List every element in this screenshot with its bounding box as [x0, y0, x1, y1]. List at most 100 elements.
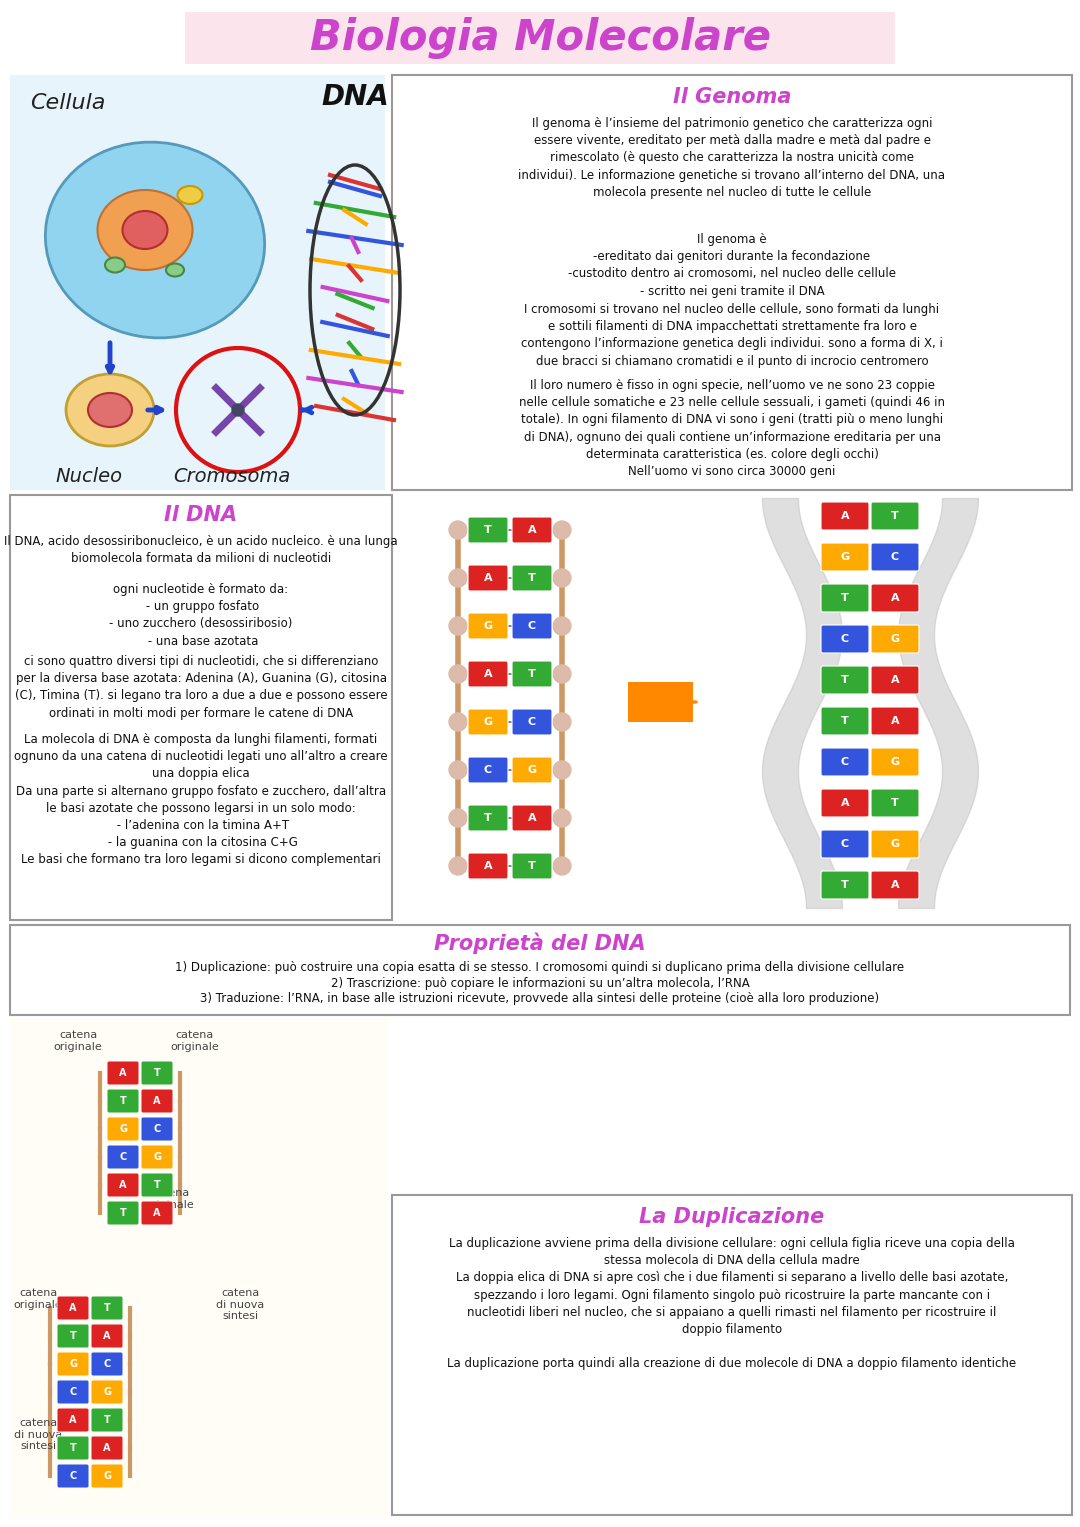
Bar: [10, 925, 1070, 1015]
Text: T: T: [841, 675, 849, 686]
Circle shape: [553, 664, 571, 683]
FancyBboxPatch shape: [57, 1408, 89, 1432]
Text: C: C: [891, 551, 899, 562]
FancyBboxPatch shape: [91, 1408, 123, 1432]
Text: A: A: [891, 675, 900, 686]
FancyBboxPatch shape: [91, 1351, 123, 1376]
Text: A: A: [69, 1416, 77, 1425]
Text: T: T: [528, 573, 536, 583]
FancyBboxPatch shape: [107, 1089, 139, 1113]
Bar: [10, 495, 392, 919]
FancyBboxPatch shape: [821, 748, 869, 776]
FancyBboxPatch shape: [91, 1380, 123, 1403]
Text: Il DNA, acido desossiribonucleico, è un acido nucleico. è una lunga
biomolecola : Il DNA, acido desossiribonucleico, è un …: [4, 534, 397, 565]
FancyBboxPatch shape: [870, 502, 919, 530]
Text: T: T: [528, 861, 536, 870]
Text: catena
originale: catena originale: [14, 1287, 63, 1310]
FancyBboxPatch shape: [141, 1089, 173, 1113]
Text: C: C: [484, 765, 492, 776]
Text: T: T: [528, 669, 536, 680]
Text: A: A: [153, 1208, 161, 1219]
Circle shape: [553, 570, 571, 586]
FancyBboxPatch shape: [91, 1296, 123, 1319]
Text: Proprietà del DNA: Proprietà del DNA: [434, 933, 646, 954]
Text: T: T: [484, 525, 491, 534]
Text: G: G: [890, 838, 900, 849]
Ellipse shape: [105, 258, 125, 272]
Text: C: C: [120, 1151, 126, 1162]
FancyBboxPatch shape: [512, 805, 552, 831]
Text: A: A: [104, 1332, 111, 1341]
Circle shape: [449, 521, 467, 539]
Text: 3) Traduzione: l’RNA, in base alle istruzioni ricevute, provvede alla sintesi de: 3) Traduzione: l’RNA, in base alle istru…: [201, 993, 879, 1005]
Circle shape: [553, 713, 571, 731]
Text: A: A: [840, 512, 849, 521]
FancyBboxPatch shape: [141, 1202, 173, 1225]
FancyBboxPatch shape: [107, 1173, 139, 1197]
Text: Il loro numero è fisso in ogni specie, nell’uomo ve ne sono 23 coppie
nelle cell: Il loro numero è fisso in ogni specie, n…: [519, 379, 945, 478]
FancyBboxPatch shape: [141, 1061, 173, 1086]
Text: G: G: [484, 718, 492, 727]
FancyBboxPatch shape: [512, 518, 552, 544]
Text: T: T: [891, 799, 899, 808]
Text: C: C: [69, 1471, 77, 1481]
Circle shape: [232, 405, 244, 415]
Text: A: A: [891, 716, 900, 725]
FancyBboxPatch shape: [512, 612, 552, 638]
FancyBboxPatch shape: [512, 565, 552, 591]
FancyBboxPatch shape: [870, 666, 919, 693]
FancyBboxPatch shape: [512, 757, 552, 783]
FancyBboxPatch shape: [57, 1435, 89, 1460]
Circle shape: [449, 760, 467, 779]
FancyBboxPatch shape: [821, 831, 869, 858]
Text: G: G: [153, 1151, 161, 1162]
Text: A: A: [891, 880, 900, 890]
Text: A: A: [840, 799, 849, 808]
Text: A: A: [484, 861, 492, 870]
Ellipse shape: [97, 189, 192, 270]
FancyBboxPatch shape: [468, 565, 508, 591]
Bar: [627, 683, 693, 722]
Text: T: T: [153, 1180, 160, 1190]
FancyBboxPatch shape: [107, 1061, 139, 1086]
Text: A: A: [119, 1180, 126, 1190]
FancyBboxPatch shape: [821, 789, 869, 817]
Text: Cellula: Cellula: [30, 93, 106, 113]
Text: T: T: [484, 812, 491, 823]
FancyBboxPatch shape: [141, 1145, 173, 1170]
Text: T: T: [69, 1443, 77, 1454]
FancyBboxPatch shape: [512, 854, 552, 880]
Circle shape: [553, 617, 571, 635]
Bar: [10, 1019, 388, 1518]
FancyBboxPatch shape: [870, 748, 919, 776]
Text: T: T: [841, 716, 849, 725]
FancyBboxPatch shape: [821, 625, 869, 654]
Text: C: C: [841, 838, 849, 849]
Text: G: G: [119, 1124, 127, 1135]
FancyBboxPatch shape: [107, 1145, 139, 1170]
Ellipse shape: [66, 374, 154, 446]
Text: catena
di nuova
sintesi: catena di nuova sintesi: [14, 1419, 63, 1451]
Text: La molecola di DNA è composta da lunghi filamenti, formati
ognuno da una catena : La molecola di DNA è composta da lunghi …: [14, 733, 388, 866]
Text: C: C: [104, 1359, 110, 1370]
FancyBboxPatch shape: [870, 625, 919, 654]
Bar: [392, 1196, 1072, 1515]
Text: La Duplicazione: La Duplicazione: [639, 1206, 825, 1228]
Text: ci sono quattro diversi tipi di nucleotidi, che si differenziano
per la diversa : ci sono quattro diversi tipi di nucleoti…: [15, 655, 388, 719]
FancyBboxPatch shape: [870, 583, 919, 612]
FancyBboxPatch shape: [468, 757, 508, 783]
Text: G: G: [840, 551, 850, 562]
Text: T: T: [120, 1096, 126, 1106]
Text: T: T: [104, 1416, 110, 1425]
FancyBboxPatch shape: [512, 709, 552, 734]
FancyBboxPatch shape: [870, 544, 919, 571]
Ellipse shape: [177, 186, 203, 205]
FancyBboxPatch shape: [141, 1116, 173, 1141]
Text: 1) Duplicazione: può costruire una copia esatta di se stesso. I cromosomi quindi: 1) Duplicazione: può costruire una copia…: [175, 960, 905, 974]
Bar: [185, 12, 895, 64]
FancyBboxPatch shape: [91, 1324, 123, 1348]
Text: catena
originale: catena originale: [171, 1031, 219, 1052]
Text: T: T: [841, 592, 849, 603]
Circle shape: [449, 617, 467, 635]
FancyBboxPatch shape: [468, 661, 508, 687]
